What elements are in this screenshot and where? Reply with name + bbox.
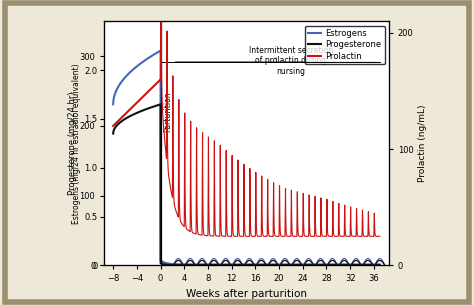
Y-axis label: Estrogens (mg/24 hr estradiol equivalent): Estrogens (mg/24 hr estradiol equivalent… — [73, 63, 82, 224]
Text: Parturition: Parturition — [164, 92, 173, 132]
X-axis label: Weeks after parturition: Weeks after parturition — [186, 289, 307, 299]
Text: Intermittent secretion
of prolactin during
nursing: Intermittent secretion of prolactin duri… — [249, 46, 333, 76]
Legend: Estrogens, Progesterone, Prolactin: Estrogens, Progesterone, Prolactin — [305, 26, 384, 64]
Y-axis label: Progesterone (mg/24 hr): Progesterone (mg/24 hr) — [68, 92, 77, 195]
Y-axis label: Prolactin (ng/mL): Prolactin (ng/mL) — [418, 105, 427, 182]
